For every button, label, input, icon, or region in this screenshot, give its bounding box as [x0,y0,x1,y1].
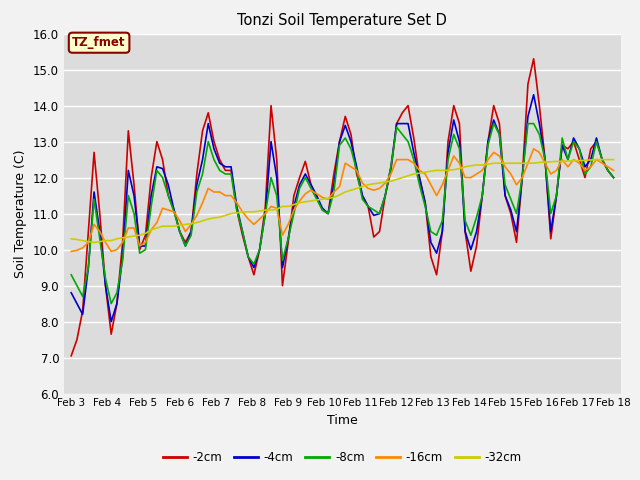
-8cm [490,121,497,127]
-4cm [307,182,315,188]
Line: -32cm: -32cm [71,159,614,242]
-8cm [575,146,583,152]
Text: TZ_fmet: TZ_fmet [72,36,126,49]
Line: -16cm: -16cm [71,149,614,252]
-8cm [364,204,372,209]
-2cm [358,193,366,199]
-32cm [364,182,372,188]
-4cm [530,92,538,97]
Legend: -2cm, -4cm, -8cm, -16cm, -32cm: -2cm, -4cm, -8cm, -16cm, -32cm [159,446,526,469]
-4cm [347,139,355,144]
-8cm [347,146,355,152]
Y-axis label: Soil Temperature (C): Soil Temperature (C) [15,149,28,278]
-8cm [227,171,235,177]
-4cm [364,204,372,209]
-32cm [570,158,577,164]
Title: Tonzi Soil Temperature Set D: Tonzi Soil Temperature Set D [237,13,447,28]
-4cm [147,193,155,199]
-16cm [141,240,149,245]
-2cm [301,158,309,164]
-8cm [610,175,618,180]
-4cm [575,146,583,152]
-2cm [67,353,75,359]
X-axis label: Time: Time [327,414,358,427]
Line: -2cm: -2cm [71,59,614,356]
-8cm [67,272,75,277]
-2cm [341,114,349,120]
-4cm [67,290,75,296]
-2cm [610,175,618,180]
-8cm [108,300,115,307]
-32cm [147,227,155,233]
-2cm [530,56,538,61]
-32cm [610,156,618,162]
-16cm [221,193,229,199]
-32cm [67,236,75,242]
-2cm [141,232,149,238]
-32cm [593,156,600,162]
-16cm [67,249,75,254]
-32cm [307,198,315,204]
Line: -4cm: -4cm [71,95,614,322]
-4cm [227,164,235,170]
-16cm [610,168,618,173]
-2cm [221,168,229,173]
-16cm [301,191,309,197]
-4cm [610,175,618,180]
-16cm [341,160,349,166]
-16cm [530,146,538,152]
-8cm [307,186,315,192]
-4cm [108,319,115,324]
-8cm [147,204,155,209]
-2cm [570,139,577,144]
-16cm [358,180,366,186]
-16cm [570,156,577,162]
-32cm [227,211,235,216]
-32cm [90,240,98,245]
Line: -8cm: -8cm [71,124,614,304]
-32cm [347,187,355,193]
